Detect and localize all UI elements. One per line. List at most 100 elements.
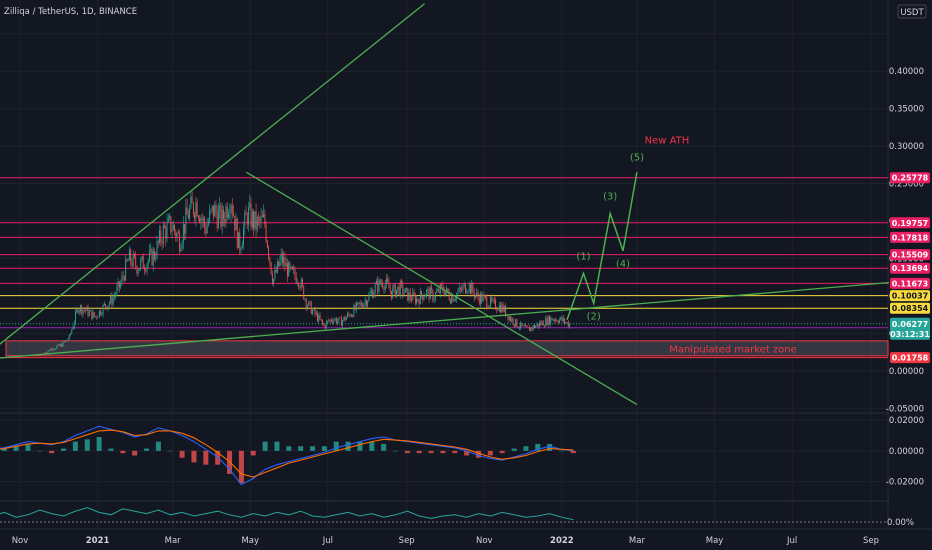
macd-hist-23	[250, 450, 256, 456]
candle-body-321	[446, 288, 448, 292]
candle-body-368	[505, 306, 507, 316]
candle-body-406	[552, 319, 554, 321]
candle-body-139	[218, 210, 219, 229]
candle-body-355	[488, 305, 490, 308]
macd-hist-44	[499, 450, 505, 454]
candle-body-143	[223, 209, 224, 220]
candle-body-5	[49, 349, 51, 351]
candle-body-354	[487, 306, 489, 308]
candle-body-379	[518, 327, 520, 329]
candle-body-339	[468, 283, 470, 291]
candle-body-137	[215, 204, 217, 213]
candle-body-206	[302, 279, 303, 286]
price-tag-2	[890, 231, 930, 243]
currency-badge-box[interactable]	[897, 4, 927, 19]
macd-hist-33	[369, 441, 375, 451]
candle-body-410	[557, 321, 559, 323]
candle-body-257	[365, 300, 367, 306]
candle-body-346	[477, 292, 479, 297]
candle-body-119	[192, 203, 194, 215]
candle-body-163	[248, 207, 249, 225]
candle-body-33	[85, 310, 86, 311]
candle-body-160	[244, 212, 246, 228]
candle-body-290	[407, 288, 409, 301]
price-tag-4	[890, 262, 930, 274]
candle-body-298	[417, 298, 419, 301]
currency-badge: USDT	[900, 8, 924, 18]
candle-body-166	[251, 211, 253, 228]
price-tag-label-2: 0.17818	[892, 233, 929, 242]
candle-body-46	[101, 314, 103, 316]
candle-body-360	[495, 300, 496, 310]
candle-body-159	[243, 227, 244, 245]
macd-hist-48	[547, 443, 553, 451]
candle-body-71	[132, 254, 134, 267]
macd-hist-14	[144, 448, 150, 451]
candle-body-100	[169, 216, 171, 218]
macd-hist-32	[357, 441, 363, 451]
candle-body-65	[125, 259, 127, 281]
candle-body-80	[144, 268, 145, 271]
candle-body-331	[458, 287, 460, 292]
candle-body-271	[383, 287, 385, 290]
candle-body-327	[453, 299, 455, 302]
x-tick-6: Nov	[476, 536, 493, 546]
candle-body-273	[386, 278, 387, 285]
candle-body-189	[280, 253, 282, 260]
candle-body-187	[278, 261, 280, 267]
candle-body-401	[546, 318, 548, 326]
candle-body-319	[443, 290, 445, 296]
candle-body-259	[368, 293, 370, 301]
candle-body-91	[157, 241, 159, 243]
price-axis[interactable]: 0.400000.350000.300000.250000.200000.150…	[886, 0, 932, 550]
candle-body-34	[86, 306, 88, 311]
price-tag-3	[890, 249, 930, 261]
candle-body-55	[112, 297, 114, 305]
price-tag-label-0: 0.25778	[892, 174, 929, 183]
time-axis[interactable]: Nov 2021 Mar May Jul Sep Nov 2022 Mar May Jul Sep	[0, 528, 932, 550]
candle-body-25	[75, 311, 76, 323]
candle-body-13	[60, 344, 61, 346]
candle-body-219	[318, 315, 320, 322]
candle-body-77	[140, 259, 142, 269]
candle-body-121	[195, 202, 197, 219]
candle-body-73	[135, 256, 137, 267]
elliott-wave: (1) (2) (3) (4) (5)New ATH	[566, 135, 689, 322]
candle-body-221	[320, 319, 322, 321]
candle-body-115	[187, 214, 189, 219]
candle-body-297	[416, 298, 418, 304]
candle-body-39	[92, 312, 94, 319]
price-tag-label-6: 0.10037	[892, 292, 928, 301]
candle-body-242	[347, 313, 349, 318]
candle-body-192	[284, 257, 286, 267]
macd-line	[0, 425, 574, 486]
candle-body-364	[500, 305, 502, 313]
candle-body-141	[220, 204, 222, 227]
candle-body-307	[428, 288, 430, 300]
axis-bg	[889, 0, 932, 550]
candle-body-2	[46, 352, 48, 354]
candle-body-275	[388, 282, 390, 289]
candle-body-74	[136, 266, 138, 274]
candle-body-94	[161, 241, 163, 244]
candle-body-278	[392, 287, 394, 299]
candle-body-341	[471, 283, 473, 294]
candle-body-118	[191, 196, 193, 204]
candle-body-81	[145, 270, 147, 272]
candle-body-244	[349, 314, 351, 317]
candle-body-104	[174, 225, 176, 232]
candle-body-123	[197, 215, 199, 218]
trendline-2	[0, 280, 910, 359]
candle-body-251	[358, 302, 360, 305]
candle-body-106	[176, 233, 178, 238]
candle-body-258	[367, 300, 369, 306]
candle-body-107	[177, 233, 179, 234]
candle-body-191	[283, 257, 285, 264]
candle-body-64	[123, 277, 125, 281]
candle-body-227	[328, 320, 330, 322]
candle-body-56	[113, 295, 115, 298]
candle-body-134	[211, 205, 213, 210]
candle-body-44	[98, 310, 100, 318]
candle-body-240	[344, 317, 346, 321]
